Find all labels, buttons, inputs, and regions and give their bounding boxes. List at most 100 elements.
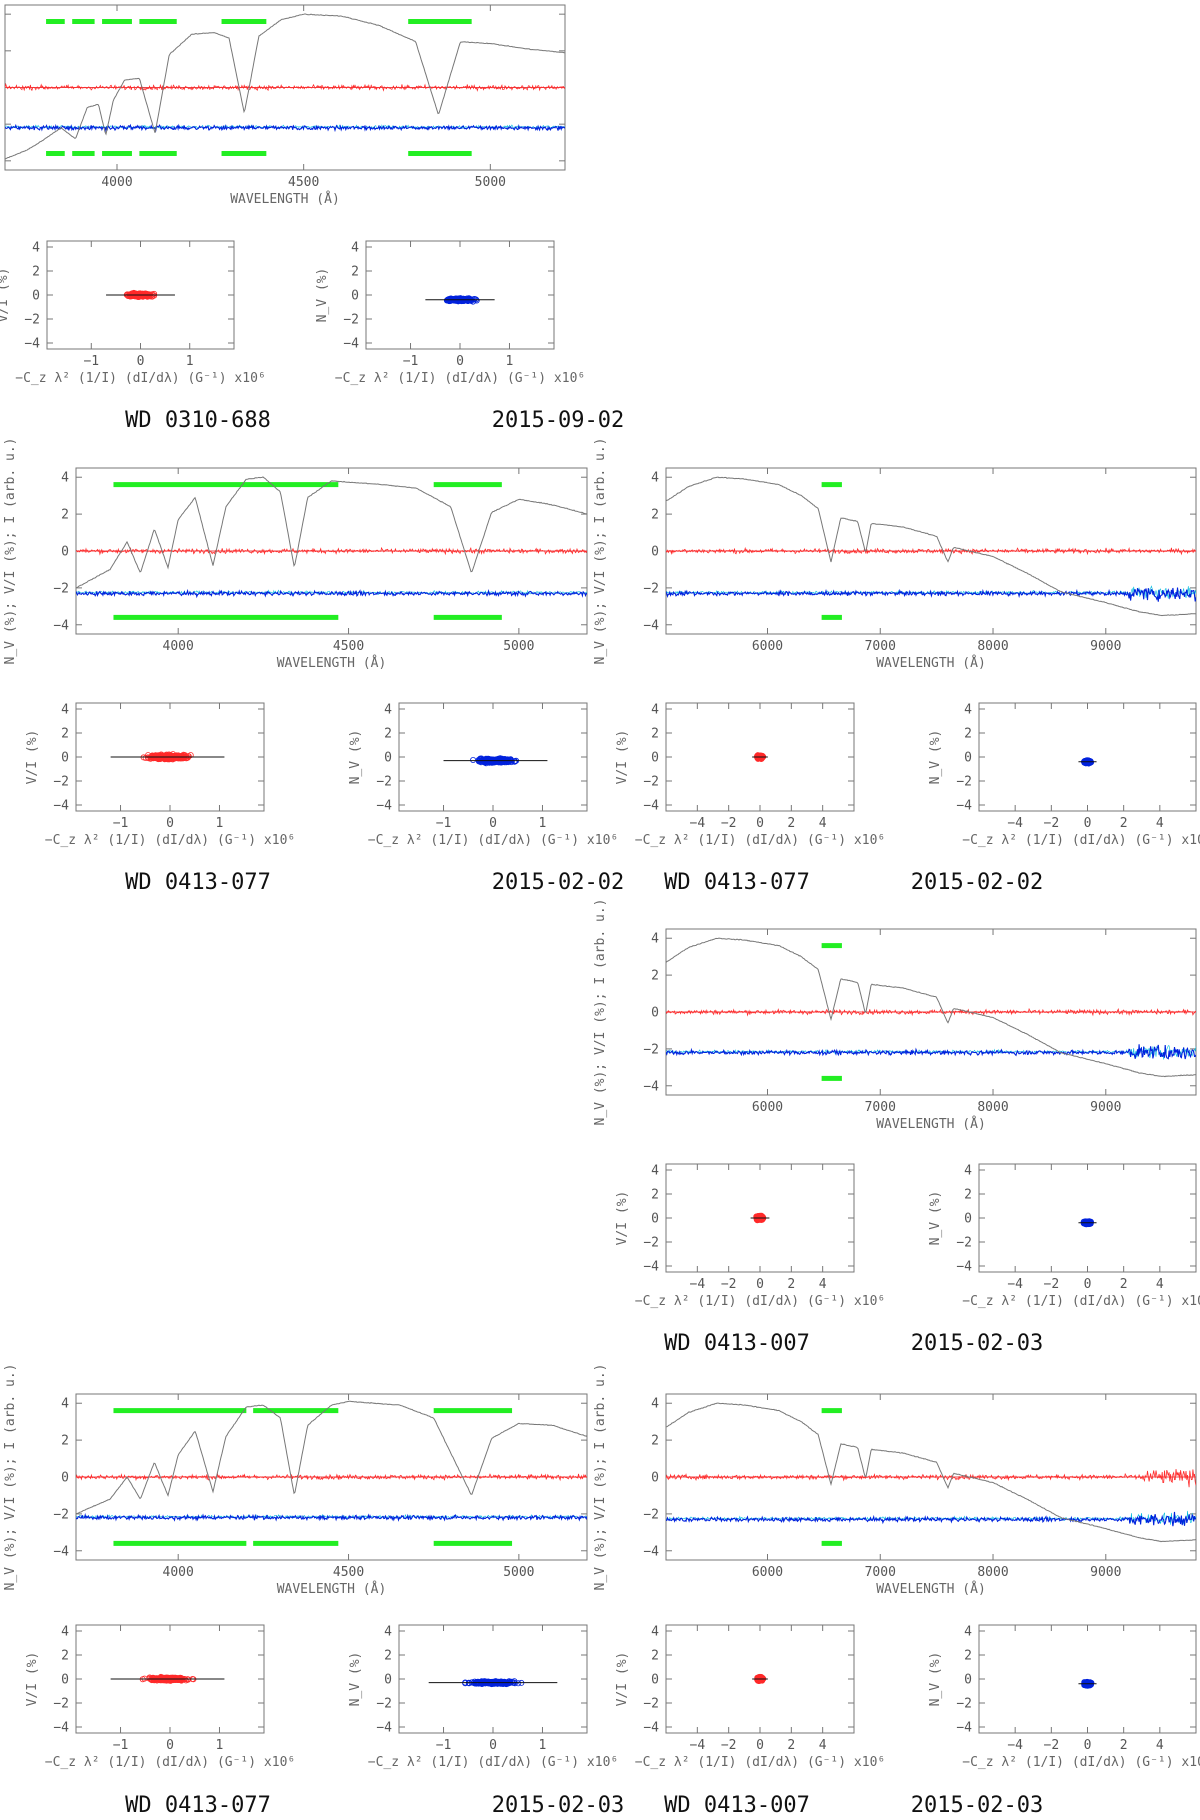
y-tick-label: 4 xyxy=(61,703,69,718)
x-tick-label: −2 xyxy=(1044,1277,1060,1292)
mask-band xyxy=(408,19,472,24)
y-tick-label: 4 xyxy=(651,1397,659,1412)
y-tick-label: −4 xyxy=(24,337,40,352)
regression-point xyxy=(169,1674,176,1681)
y-axis-label: N_V (%); V/I (%); I (arb. u.) xyxy=(3,438,18,665)
x-axis-label: −C_z λ² (1/I) (dI/dλ) (G⁻¹) x10⁶ xyxy=(368,1755,618,1770)
y-tick-label: 4 xyxy=(964,1625,972,1640)
x-tick-label: −2 xyxy=(721,816,737,831)
x-tick-label: −4 xyxy=(1007,1738,1023,1753)
y-tick-label: −2 xyxy=(643,1236,659,1251)
regression-nv-panel: −1 0 1 −4 −2 0 2 4 −C_z λ² (1/I) (dI/dλ) (G⁻¹) x… xyxy=(315,240,585,386)
y-tick-label: 2 xyxy=(351,265,359,280)
x-tick-label: 7000 xyxy=(865,1565,896,1580)
y-tick-label: −2 xyxy=(53,1507,69,1522)
y-tick-label: 4 xyxy=(61,1625,69,1640)
y-tick-label: −4 xyxy=(376,799,392,814)
y-tick-label: −2 xyxy=(53,581,69,596)
y-tick-label: −4 xyxy=(643,1260,659,1275)
x-tick-label: 6000 xyxy=(752,639,783,654)
x-axis-label: −C_z λ² (1/I) (dI/dλ) (G⁻¹) x10⁶ xyxy=(962,1755,1200,1770)
y-tick-label: 0 xyxy=(651,1673,659,1688)
y-tick-label: −2 xyxy=(956,775,972,790)
y-tick-label: −2 xyxy=(53,775,69,790)
y-tick-label: 0 xyxy=(964,751,972,766)
regression-point xyxy=(185,753,192,760)
star-name: WD 0413-077 xyxy=(125,870,271,895)
x-tick-label: 7000 xyxy=(865,639,896,654)
regression-point xyxy=(511,1678,518,1685)
y-axis-label: V/I (%) xyxy=(25,730,40,785)
x-tick-label: 8000 xyxy=(977,1565,1008,1580)
regression-point xyxy=(484,1680,491,1687)
y-tick-label: 0 xyxy=(651,751,659,766)
null-profile xyxy=(5,123,565,133)
regression-point xyxy=(176,1675,183,1682)
y-axis-label: N_V (%) xyxy=(348,1652,363,1707)
regression-point xyxy=(464,297,471,304)
mask-band xyxy=(102,19,132,24)
y-axis-label: V/I (%) xyxy=(615,730,630,785)
y-tick-label: −4 xyxy=(956,799,972,814)
mask-band xyxy=(821,614,842,620)
x-tick-label: 5000 xyxy=(503,1565,534,1580)
mask-band xyxy=(821,482,842,488)
y-tick-label: 2 xyxy=(384,1649,392,1664)
star-name: WD 0413-077 xyxy=(125,1793,271,1818)
y-tick-label: 2 xyxy=(964,1649,972,1664)
x-tick-label: −2 xyxy=(721,1738,737,1753)
y-tick-label: 0 xyxy=(651,545,659,560)
y-tick-label: 2 xyxy=(651,1188,659,1203)
y-tick-label: 0 xyxy=(61,545,69,560)
y-tick-label: −2 xyxy=(643,1507,659,1522)
star-name: WD 0310-688 xyxy=(125,408,271,433)
y-tick-label: −2 xyxy=(643,775,659,790)
y-tick-label: 2 xyxy=(61,1434,69,1449)
y-axis-label: V/I (%) xyxy=(615,1191,630,1246)
stokes-v-profile xyxy=(666,1469,1196,1488)
y-axis-label: N_V (%); V/I (%); I (arb. u.) xyxy=(3,1364,18,1591)
stokes-v-profile xyxy=(5,82,565,92)
x-tick-label: 9000 xyxy=(1090,1565,1121,1580)
x-axis-label: −C_z λ² (1/I) (dI/dλ) (G⁻¹) x10⁶ xyxy=(45,833,295,848)
x-axis-label: −C_z λ² (1/I) (dI/dλ) (G⁻¹) x10⁶ xyxy=(335,371,585,386)
y-tick-label: 0 xyxy=(61,751,69,766)
x-axis-label: −C_z λ² (1/I) (dI/dλ) (G⁻¹) x10⁶ xyxy=(45,1755,295,1770)
null-profile xyxy=(666,1044,1196,1060)
y-tick-label: 2 xyxy=(61,508,69,523)
x-tick-label: 4500 xyxy=(333,1565,364,1580)
y-tick-label: 0 xyxy=(964,1673,972,1688)
x-tick-label: 5000 xyxy=(503,639,534,654)
x-tick-label: 2 xyxy=(787,816,795,831)
intensity-profile xyxy=(666,476,1196,617)
intensity-profile xyxy=(666,1402,1196,1543)
x-tick-label: −4 xyxy=(690,1277,706,1292)
x-tick-label: 9000 xyxy=(1090,1100,1121,1115)
y-tick-label: 2 xyxy=(32,265,40,280)
mask-band xyxy=(139,151,177,156)
x-tick-label: 0 xyxy=(166,1738,174,1753)
y-tick-label: −2 xyxy=(376,775,392,790)
y-tick-label: −2 xyxy=(643,581,659,596)
mask-band xyxy=(102,151,132,156)
y-axis-label: N_V (%); V/I (%); I (arb. u.) xyxy=(593,899,608,1126)
regression-point xyxy=(1085,1220,1092,1227)
x-tick-label: −1 xyxy=(403,354,419,369)
x-tick-label: −2 xyxy=(1044,1738,1060,1753)
x-tick-label: 4000 xyxy=(163,639,194,654)
regression-nv-panel: −4 −2 0 2 4 −4 −2 0 2 4 −C_z λ² (1/I) (dI/dλ) (G⁻¹… xyxy=(928,1163,1200,1309)
y-tick-label: 2 xyxy=(61,1649,69,1664)
x-tick-label: 5000 xyxy=(475,175,506,190)
y-tick-label: 2 xyxy=(651,969,659,984)
mask-band xyxy=(221,151,267,156)
x-tick-label: 4500 xyxy=(288,175,319,190)
regression-point xyxy=(755,1674,762,1681)
x-tick-label: 0 xyxy=(1084,1738,1092,1753)
y-tick-label: 4 xyxy=(964,1164,972,1179)
y-axis-label: V/I (%) xyxy=(615,1652,630,1707)
y-axis-label: N_V (%) xyxy=(928,1652,943,1707)
x-tick-label: −1 xyxy=(83,354,99,369)
regression-point xyxy=(178,752,185,759)
regression-point xyxy=(485,1678,492,1685)
regression-vi-panel: −4 −2 0 2 4 −4 −2 0 2 4 −C_z λ² (1/I) (dI/dλ) (G⁻¹… xyxy=(615,1624,885,1770)
